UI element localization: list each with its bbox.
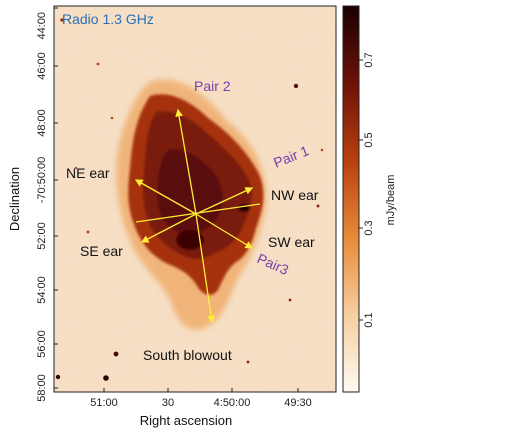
y-tick-label: 48:00 <box>36 109 48 137</box>
y-tick-label: 46:00 <box>36 52 48 80</box>
ejecta-arrows <box>134 108 261 324</box>
label-south-blowout: South blowout <box>143 347 232 363</box>
image-frame <box>53 5 337 393</box>
colorbar-gradient <box>342 5 360 393</box>
label-ne-ear: NE ear <box>66 165 110 181</box>
label-se-ear: SE ear <box>80 243 123 259</box>
x-tick-label: 49:30 <box>284 397 312 409</box>
y-tick-label: 54:00 <box>36 276 48 304</box>
colorbar-tick-label: 0.1 <box>363 312 375 327</box>
image-title: Radio 1.3 GHz <box>62 11 154 27</box>
x-tick-label: 4:50:00 <box>214 397 251 409</box>
y-axis: 44:00 46:00 48:00 -70:50:00 52:00 54:00 … <box>7 7 58 402</box>
y-tick-label: 44:00 <box>36 12 48 40</box>
arrow-pair2-north <box>175 108 197 215</box>
label-sw-ear: SW ear <box>268 234 315 250</box>
label-nw-ear: NW ear <box>271 187 319 203</box>
point-sources <box>55 18 324 381</box>
nebula-body <box>128 94 264 295</box>
arrow-se-ear <box>140 213 197 243</box>
arrow-e-west <box>135 203 261 223</box>
y-tick-label: 56:00 <box>36 330 48 358</box>
x-axis-title: Right ascension <box>140 413 233 428</box>
label-pair2: Pair 2 <box>194 78 231 94</box>
colorbar-tick-label: 0.7 <box>363 52 375 67</box>
arrow-south-blowout <box>195 213 215 324</box>
colorbar: 0.1 0.3 0.5 0.7 mJy/beam <box>342 5 397 393</box>
arrow-ne-ear <box>134 179 197 215</box>
colorbar-title: mJy/beam <box>385 175 397 226</box>
x-tick-label: 51:00 <box>90 397 118 409</box>
colorbar-tick-label: 0.3 <box>363 220 375 235</box>
colorbar-tick-label: 0.5 <box>363 132 375 147</box>
arrow-sw-ear <box>195 213 254 249</box>
y-tick-label: -70:50:00 <box>36 157 48 203</box>
x-tick-label: 30 <box>162 397 174 409</box>
arrow-nw-ear <box>195 187 254 215</box>
image-panel: Radio 1.3 GHz Pair 2 Pair 1 Pair3 NE ear… <box>54 6 336 392</box>
y-tick-label: 52:00 <box>36 222 48 250</box>
x-axis: 51:00 30 4:50:00 49:30 Right ascension <box>90 388 312 428</box>
y-tick-label: 58:00 <box>36 374 48 402</box>
y-axis-title: Declination <box>7 167 22 231</box>
